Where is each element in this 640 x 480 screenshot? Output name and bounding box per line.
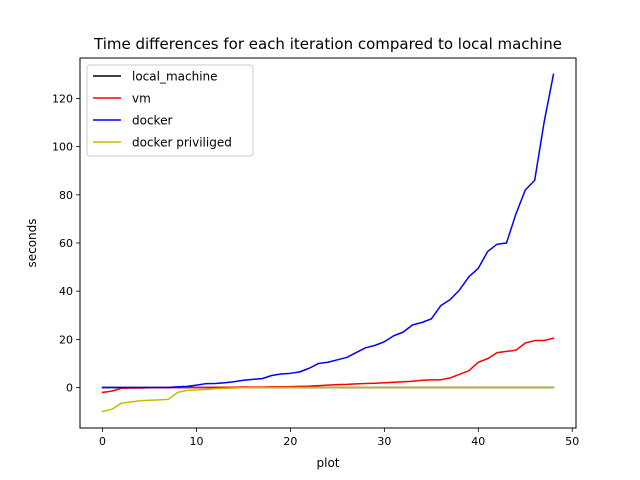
y-tick-label: 120 xyxy=(52,92,73,105)
y-axis-label: seconds xyxy=(25,218,39,267)
y-axis: 0 20 40 60 80 100 120 xyxy=(52,92,80,395)
legend-label-4: docker priviliged xyxy=(132,136,232,150)
x-tick-label: 0 xyxy=(99,435,106,448)
legend-label-1: local_machine xyxy=(132,70,218,84)
chart-title: Time differences for each iteration comp… xyxy=(93,35,562,53)
x-axis-label: plot xyxy=(317,456,340,470)
series-line-4 xyxy=(101,386,555,413)
legend-label-2: vm xyxy=(132,92,151,106)
x-tick-label: 40 xyxy=(471,435,485,448)
y-tick-label: 80 xyxy=(59,189,73,202)
y-tick-label: 0 xyxy=(66,382,73,395)
y-tick-label: 100 xyxy=(52,141,73,154)
series-layer xyxy=(101,73,555,413)
x-tick-label: 50 xyxy=(565,435,579,448)
x-axis: 0 10 20 30 40 50 xyxy=(99,428,579,448)
legend-box xyxy=(86,64,254,157)
legend-label-3: docker xyxy=(132,114,172,128)
y-tick-label: 60 xyxy=(59,237,73,250)
y-tick-label: 20 xyxy=(59,333,73,346)
y-tick-label: 40 xyxy=(59,285,73,298)
x-tick-label: 10 xyxy=(189,435,203,448)
series-line-3 xyxy=(101,73,555,389)
x-tick-label: 30 xyxy=(377,435,391,448)
x-tick-label: 20 xyxy=(283,435,297,448)
